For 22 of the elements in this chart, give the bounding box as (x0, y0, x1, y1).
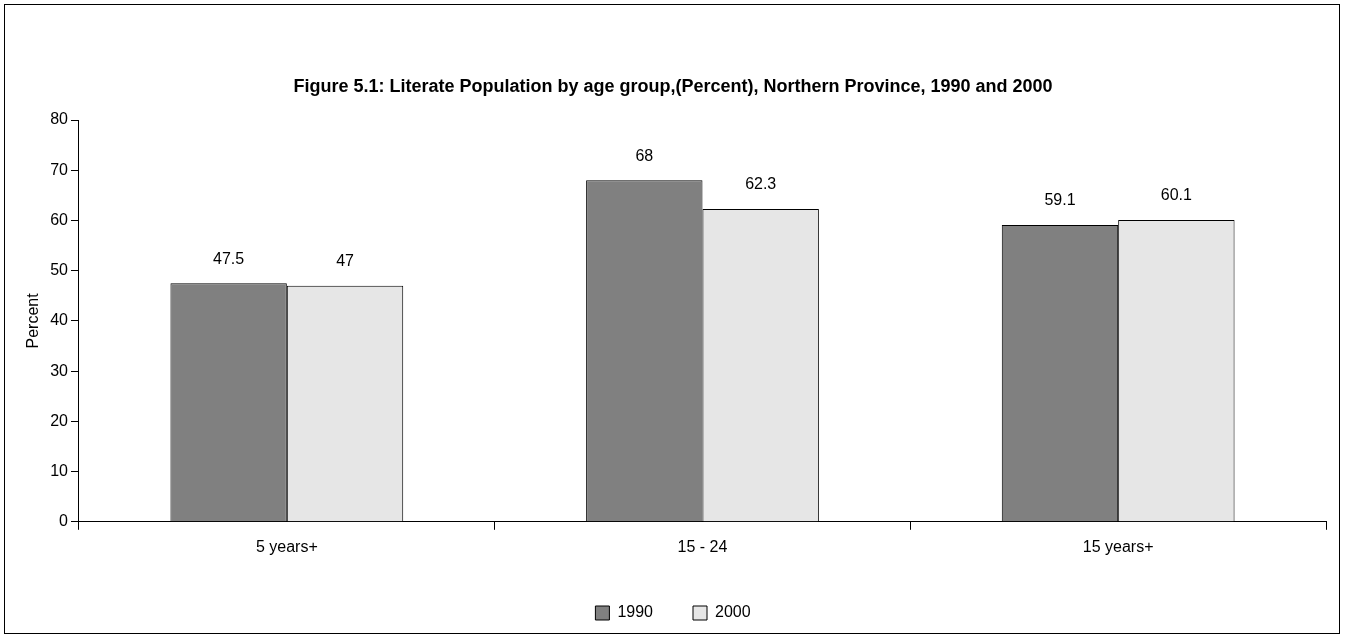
y-tick-label: 80 (50, 110, 69, 128)
y-tick-label: 50 (50, 261, 69, 279)
x-tick-label: 5 years+ (255, 537, 318, 555)
y-tick-label: 60 (50, 210, 69, 228)
x-tick-label: 15 - 24 (677, 537, 728, 555)
y-tick-label: 0 (59, 512, 69, 530)
y-tick-label: 70 (50, 160, 69, 178)
legend-label: 2000 (715, 603, 751, 621)
y-tick-label: 30 (50, 361, 69, 379)
x-tick-label: 15 years+ (1082, 537, 1154, 555)
y-tick-label: 20 (50, 411, 69, 429)
y-axis-title: Percent (24, 292, 42, 349)
data-label: 59.1 (1044, 191, 1076, 209)
legend-label: 1990 (617, 603, 654, 621)
data-label: 68 (635, 146, 654, 164)
data-label: 47 (336, 252, 355, 270)
data-label: 47.5 (213, 249, 245, 267)
chart-title: Figure 5.1: Literate Population by age group,(Percent), Northern Province, 1990 and 2000 (292, 76, 1054, 97)
y-tick-label: 10 (50, 461, 69, 479)
data-label: 62.3 (745, 175, 777, 193)
y-tick-label: 40 (50, 311, 69, 329)
data-label: 60.1 (1160, 186, 1193, 204)
